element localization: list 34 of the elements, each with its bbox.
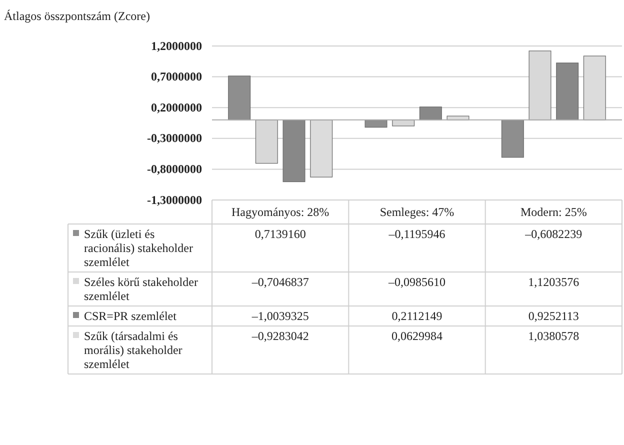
data-label: 0,9252113 [528,309,579,323]
legend-label: Szűk (társadalmi és morális) stakeholder szemlélet [84,329,182,371]
data-label: 0,7139160 [254,227,306,241]
legend-label: Szűk (üzleti és racionális) stakeholder szemlélet [84,227,193,269]
y-tick-label: -0,3000000 [147,131,202,146]
bar [446,116,470,120]
data-label: –0,0985610 [388,275,446,289]
x-tick-label: Hagyományos: 28% [232,205,330,219]
data-label: 1,1203576 [528,275,580,289]
data-label: 1,0380578 [528,329,580,343]
y-tick-label: -1,3000000 [147,192,202,207]
bar [419,106,442,120]
x-tick-label: Semleges: 47% [380,205,454,219]
bar [392,120,415,126]
data-label: –1,0039325 [250,309,309,323]
x-tick-label: Modern: 25% [520,205,587,219]
bar [501,120,524,158]
data-label: –0,1195946 [388,227,446,241]
legend-label: Széles körű stakeholder szemlélet [84,275,198,303]
bar [364,120,388,128]
bar [282,120,306,182]
data-label: 0,0629984 [392,329,442,343]
data-label: –0,9283042 [250,329,309,343]
y-axis-title: Átlagos összpontszám (Zcore) [4,9,150,23]
bar [228,76,251,120]
y-tick-label: 0,2000000 [151,100,202,114]
data-label: –0,6082239 [524,227,582,241]
bar [556,62,579,120]
data-label: –0,7046837 [250,275,309,289]
y-tick-label: 1,2000000 [151,38,202,53]
y-tick-label: 0,7000000 [151,70,202,84]
legend-label: CSR=PR szemlélet [84,309,178,323]
y-tick-label: -0,8000000 [147,162,202,176]
data-label: 0,2112149 [392,309,442,323]
